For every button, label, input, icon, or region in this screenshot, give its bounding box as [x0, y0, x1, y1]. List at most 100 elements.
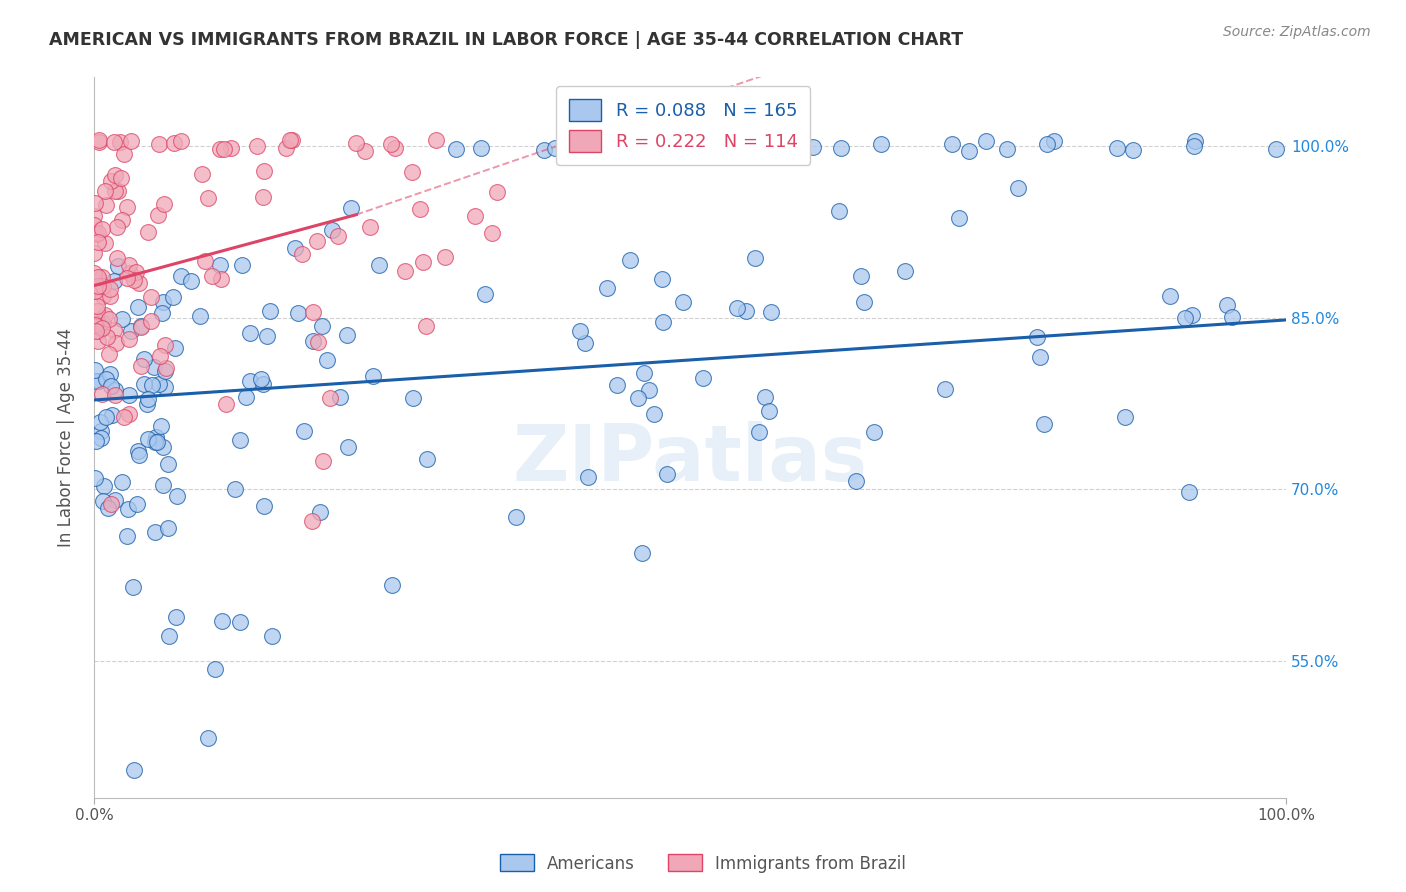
- Point: [235, 391, 257, 405]
- Point: [139, 290, 162, 304]
- Point: [212, 142, 235, 156]
- Point: [652, 315, 675, 329]
- Point: [292, 424, 315, 438]
- Point: [830, 141, 852, 155]
- Point: [361, 368, 384, 383]
- Point: [281, 133, 304, 147]
- Point: [464, 209, 486, 223]
- Point: [849, 269, 872, 284]
- Point: [321, 222, 343, 236]
- Point: [165, 610, 187, 624]
- Point: [190, 310, 212, 324]
- Point: [145, 525, 167, 540]
- Point: [104, 493, 127, 508]
- Point: [380, 137, 402, 152]
- Point: [692, 370, 714, 384]
- Point: [131, 359, 153, 374]
- Point: [104, 168, 127, 182]
- Point: [146, 208, 169, 222]
- Point: [166, 489, 188, 503]
- Point: [1174, 310, 1197, 325]
- Point: [128, 448, 150, 462]
- Point: [1184, 134, 1206, 148]
- Point: [84, 363, 107, 377]
- Point: [1029, 350, 1052, 364]
- Point: [90, 221, 112, 235]
- Point: [97, 311, 120, 326]
- Text: ZIPatlas: ZIPatlas: [512, 421, 868, 498]
- Point: [253, 164, 276, 178]
- Point: [209, 272, 232, 286]
- Point: [828, 204, 851, 219]
- Point: [284, 241, 307, 255]
- Point: [368, 258, 391, 272]
- Point: [122, 273, 145, 287]
- Point: [1036, 137, 1059, 152]
- Point: [157, 629, 180, 643]
- Point: [117, 200, 139, 214]
- Point: [655, 467, 678, 482]
- Point: [157, 521, 180, 535]
- Point: [1033, 417, 1056, 432]
- Point: [191, 167, 214, 181]
- Point: [148, 376, 170, 391]
- Point: [152, 440, 174, 454]
- Point: [1178, 484, 1201, 499]
- Point: [86, 303, 108, 318]
- Point: [948, 211, 970, 226]
- Point: [1159, 288, 1181, 302]
- Point: [83, 266, 105, 280]
- Point: [170, 268, 193, 283]
- Point: [143, 359, 166, 374]
- Point: [256, 329, 278, 343]
- Point: [231, 259, 253, 273]
- Point: [197, 731, 219, 746]
- Point: [470, 141, 492, 155]
- Point: [249, 372, 271, 386]
- Point: [533, 143, 555, 157]
- Point: [211, 614, 233, 628]
- Point: [91, 494, 114, 508]
- Point: [105, 220, 128, 235]
- Point: [409, 202, 432, 216]
- Point: [84, 227, 107, 241]
- Point: [239, 374, 262, 388]
- Point: [86, 235, 108, 249]
- Point: [103, 274, 125, 288]
- Point: [619, 252, 641, 267]
- Point: [209, 258, 232, 272]
- Point: [101, 409, 124, 423]
- Point: [239, 326, 262, 340]
- Point: [340, 201, 363, 215]
- Legend: Americans, Immigrants from Brazil: Americans, Immigrants from Brazil: [494, 847, 912, 880]
- Point: [90, 424, 112, 438]
- Point: [344, 136, 367, 151]
- Point: [122, 580, 145, 594]
- Point: [110, 171, 132, 186]
- Point: [606, 134, 628, 148]
- Point: [224, 482, 246, 496]
- Point: [336, 440, 359, 454]
- Point: [894, 264, 917, 278]
- Point: [569, 324, 592, 338]
- Point: [118, 266, 141, 280]
- Point: [163, 136, 186, 151]
- Point: [150, 419, 173, 434]
- Point: [637, 383, 659, 397]
- Point: [141, 378, 163, 392]
- Point: [94, 309, 117, 323]
- Point: [84, 324, 107, 338]
- Point: [118, 258, 141, 272]
- Point: [253, 499, 276, 513]
- Point: [145, 430, 167, 444]
- Point: [86, 273, 108, 287]
- Point: [803, 140, 825, 154]
- Point: [91, 270, 114, 285]
- Point: [125, 498, 148, 512]
- Point: [136, 397, 159, 411]
- Point: [401, 165, 423, 179]
- Point: [87, 133, 110, 147]
- Point: [136, 225, 159, 239]
- Point: [252, 376, 274, 391]
- Point: [155, 338, 177, 352]
